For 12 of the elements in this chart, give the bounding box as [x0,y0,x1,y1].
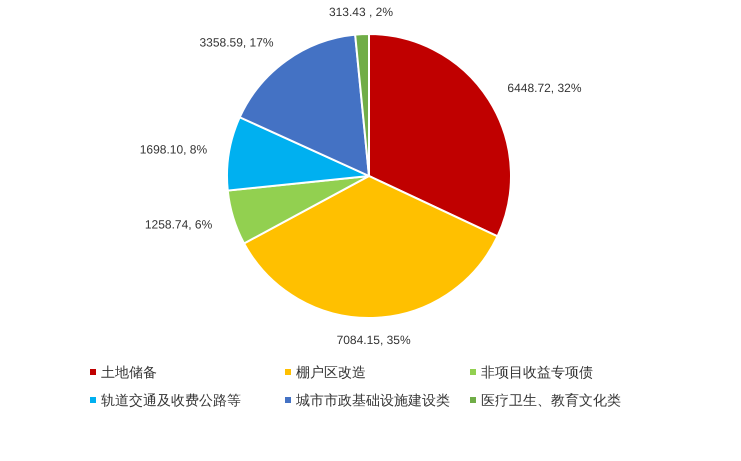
data-label: 1258.74, 6% [144,217,213,232]
legend-label: 轨道交通及收费公路等 [101,392,241,408]
data-label: 6448.72, 32% [507,81,582,96]
data-label: 7084.15, 35% [336,332,411,347]
legend-label: 非项目收益专项债 [481,364,593,380]
legend-label: 医疗卫生、教育文化类 [481,392,621,408]
data-label: 313.43 , 2% [328,5,394,20]
legend-label: 棚户区改造 [296,364,366,380]
legend-label: 土地储备 [101,364,157,380]
data-label: 3358.59, 17% [200,36,274,50]
legend-label: 城市市政基础设施建设类 [295,392,450,408]
data-label: 1698.10, 8% [140,142,208,157]
